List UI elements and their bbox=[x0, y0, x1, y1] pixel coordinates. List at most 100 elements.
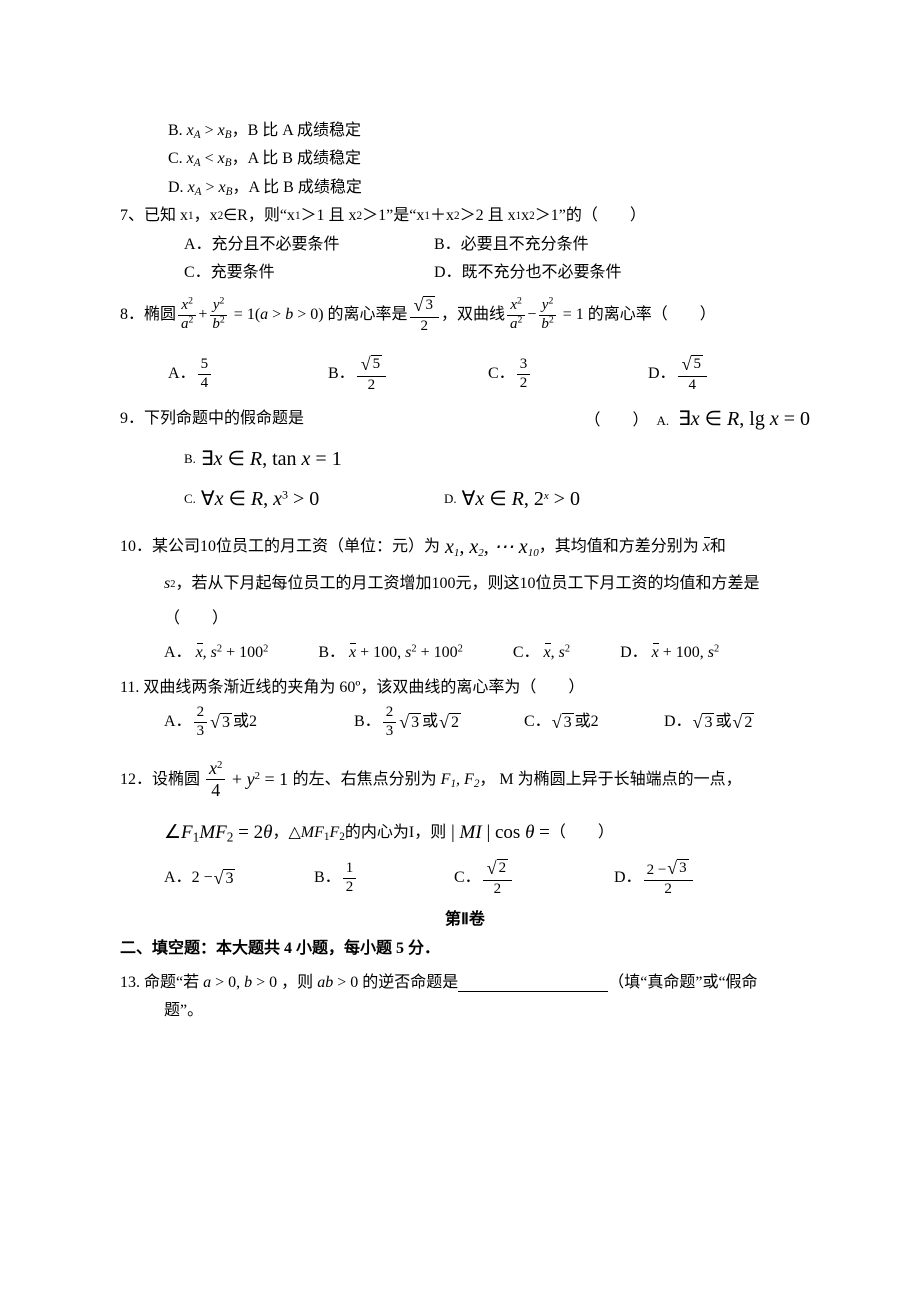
sec2-title-row: 二、填空题：本大题共 4 小题，每小题 5 分． bbox=[120, 938, 810, 960]
lt-1: < bbox=[201, 148, 218, 170]
xbar-1: x bbox=[703, 536, 710, 558]
q9-stem: 9．下列命题中的假命题是 bbox=[120, 408, 304, 430]
q8-options: A． 54 B． √5 2 C． 32 D． √5 4 bbox=[120, 355, 858, 394]
part2-title-row: 第Ⅱ卷 bbox=[120, 909, 810, 931]
q11-d: D． √3 或 √2 bbox=[664, 711, 755, 733]
q10-b: B． x + 100, s2 + 1002 bbox=[318, 642, 463, 664]
q10-s2: ，其均值和方差分别为 bbox=[539, 536, 699, 558]
frac-x2a2: x2 a2 bbox=[178, 298, 196, 333]
part2-title: 第Ⅱ卷 bbox=[120, 909, 810, 931]
q9-d: D. ∀x ∈ R, 2x > 0 bbox=[444, 485, 580, 513]
q13-c1: a > 0, b > 0 bbox=[199, 972, 281, 994]
q12-f1f2: F1, F2 bbox=[437, 769, 480, 791]
q8-tail: 的离心率（ ） bbox=[588, 304, 716, 326]
math-xA: xA bbox=[187, 120, 201, 142]
q11-a: A． 23 √3 或 2 bbox=[164, 705, 354, 740]
q7-stem: 7、已知 x1 ，x2 ∈R，则“x1 ＞1 且 x2 ＞1”是“x1 ＋x2 … bbox=[120, 205, 810, 227]
q7-m3: ＞1 且 x bbox=[301, 205, 357, 227]
q8-mid2: ，双曲线 bbox=[441, 304, 505, 326]
q13-line1: 13. 命题“若 a > 0, b > 0 ，则 ab > 0 的逆否命题是 （… bbox=[120, 972, 810, 994]
q10-s21: ，若从下月起每位员工的月工资增加100元，则这10位员工下月工资的均值和方差是 bbox=[175, 573, 759, 595]
q10-paren: （ ） bbox=[120, 608, 810, 630]
math-xA-3: xA bbox=[188, 177, 202, 199]
q13-line2: 题”。 bbox=[120, 1000, 810, 1022]
q10-c: C． x, s2 bbox=[513, 642, 570, 664]
q13-tail2: 题”。 bbox=[164, 1000, 203, 1022]
q10-a: A． x, s2 + 1002 bbox=[164, 642, 268, 664]
q7-row1: A．充分且不必要条件 B．必要且不充分条件 bbox=[120, 234, 810, 256]
q13-mid2: 的逆否命题是 bbox=[362, 972, 458, 994]
q8-stem: 8．椭圆 x2 a2 + y2 b2 = 1(a > b > 0) 的离心率是 … bbox=[120, 296, 810, 335]
q10-stem-1: 10．某公司10位员工的月工资（单位：元）为 x1, x2, ⋯ x10 ，其均… bbox=[120, 533, 810, 561]
gt-1: > bbox=[201, 120, 218, 142]
q12-angle: ∠F1MF2 = 2θ bbox=[164, 820, 272, 847]
q13-lead: 13. 命题“若 bbox=[120, 972, 199, 994]
q7-stem-lead: 7、已知 x bbox=[120, 205, 188, 227]
sec2-title: 二、填空题：本大题共 4 小题，每小题 5 分． bbox=[120, 938, 440, 960]
q10-s1: 10．某公司10位员工的月工资（单位：元）为 bbox=[120, 536, 440, 558]
q10-stem-2: s2 ，若从下月起每位员工的月工资增加100元，则这10位员工下月工资的均值和方… bbox=[120, 573, 810, 595]
q7-row2: C．充要条件 D．既不充分也不必要条件 bbox=[120, 262, 810, 284]
q9-b-row: B. ∃x ∈ R, tan x = 1 bbox=[120, 445, 810, 473]
q6-b-label: B. bbox=[168, 120, 183, 142]
frac-y2b2: y2 b2 bbox=[209, 298, 227, 333]
q11-opts: A． 23 √3 或 2 B． 23 √3 或 √2 C． √3 或 2 D． … bbox=[120, 705, 810, 740]
q11-c: C． √3 或 2 bbox=[524, 711, 664, 733]
q12-mid2: ， M 为椭圆上异于长轴端点的一点， bbox=[479, 769, 741, 791]
q8-c: C． 32 bbox=[488, 357, 648, 392]
q9-paren: （ ） bbox=[584, 412, 648, 429]
q10-opts: A． x, s2 + 1002 B． x + 100, s2 + 1002 C．… bbox=[120, 642, 810, 664]
q8-lead: 8．椭圆 bbox=[120, 304, 176, 326]
q8-b: B． √5 2 bbox=[328, 355, 488, 394]
q6-c-label: C. bbox=[168, 148, 183, 170]
gt-2: > bbox=[202, 177, 219, 199]
q6-c-tail: ，A 比 B 成绩稳定 bbox=[232, 148, 361, 170]
q12-b: B． 12 bbox=[314, 861, 454, 896]
q10-d: D． x + 100, s2 bbox=[620, 642, 719, 664]
q9-c: C. ∀x ∈ R, x3 > 0 bbox=[184, 485, 444, 513]
minus-1: − bbox=[527, 304, 536, 326]
q8-cond: = 1(a > b > 0) bbox=[230, 304, 328, 326]
q6-b-tail: ，B 比 A 成绩稳定 bbox=[232, 120, 361, 142]
q13-c2: ab > 0 bbox=[313, 972, 362, 994]
q7-a: A．充分且不必要条件 bbox=[184, 234, 434, 256]
frac-sqrt3-2: √3 2 bbox=[410, 296, 439, 335]
q12-d: D． 2 −√3 2 bbox=[614, 859, 695, 898]
q6-option-b: B. xA > xB ，B 比 A 成绩稳定 bbox=[120, 120, 810, 142]
q9-stem-row: 9．下列命题中的假命题是 （ ） A. ∃x ∈ R, lg x = 0 bbox=[120, 405, 810, 433]
plus-1: + bbox=[198, 304, 207, 326]
q8-mid1: 的离心率是 bbox=[328, 304, 408, 326]
q6-d-tail: ，A 比 B 成绩稳定 bbox=[233, 177, 362, 199]
q9-a-expr: ∃x ∈ R, lg x = 0 bbox=[673, 408, 810, 430]
q13-blank[interactable] bbox=[458, 975, 608, 992]
q8-d: D． √5 4 bbox=[648, 355, 808, 394]
q9-d-expr: ∀x ∈ R, 2x > 0 bbox=[457, 485, 580, 513]
q12-stem-1: 12．设椭圆 x2 4 + y2 = 1 的左、右焦点分别为 F1, F2 ， … bbox=[120, 759, 810, 800]
q7-b: B．必要且不充分条件 bbox=[434, 234, 589, 256]
q6-d-label: D. bbox=[168, 177, 184, 199]
q7-m2: ∈R，则“x bbox=[223, 205, 295, 227]
q11-b: B． 23 √3 或 √2 bbox=[354, 705, 524, 740]
q7-m6: ＞2 且 x bbox=[460, 205, 516, 227]
q12-stem-2: ∠F1MF2 = 2θ ， △MF1F2 的内心为I，则 | MI | cos … bbox=[120, 820, 810, 847]
math-xB-2: xB bbox=[218, 148, 232, 170]
q6-option-c: C. xA < xB ，A 比 B 成绩稳定 bbox=[120, 148, 810, 170]
frac-y2b2-h: y2 b2 bbox=[538, 298, 556, 333]
math-xB-3: xB bbox=[219, 177, 233, 199]
q7-m7: x bbox=[521, 205, 529, 227]
q7-m4: ＞1”是“x bbox=[362, 205, 424, 227]
frac-x2-4: x2 4 bbox=[206, 759, 225, 800]
q12-opts: A． 2 − √3 B． 12 C． √2 2 D． 2 −√3 2 bbox=[120, 859, 810, 898]
q12-mid: 的左、右焦点分别为 bbox=[293, 769, 437, 791]
frac-x2a2-h: x2 a2 bbox=[507, 298, 525, 333]
q12-y2: + y2 = 1 bbox=[227, 767, 292, 792]
q10-s3: 和 bbox=[710, 536, 726, 558]
q9-right: （ ） A. ∃x ∈ R, lg x = 0 bbox=[584, 405, 810, 433]
q10-vars: x1, x2, ⋯ x10 bbox=[440, 533, 539, 561]
q12-a: A． 2 − √3 bbox=[164, 867, 314, 889]
q9-cd-row: C. ∀x ∈ R, x3 > 0 D. ∀x ∈ R, 2x > 0 bbox=[120, 485, 810, 513]
q7-m1: ，x bbox=[194, 205, 218, 227]
q11-stem: 11. 双曲线两条渐近线的夹角为 60º，该双曲线的离心率为（ ） bbox=[120, 677, 810, 699]
math-xA-2: xA bbox=[187, 148, 201, 170]
q9-a-label: A. bbox=[656, 413, 669, 428]
